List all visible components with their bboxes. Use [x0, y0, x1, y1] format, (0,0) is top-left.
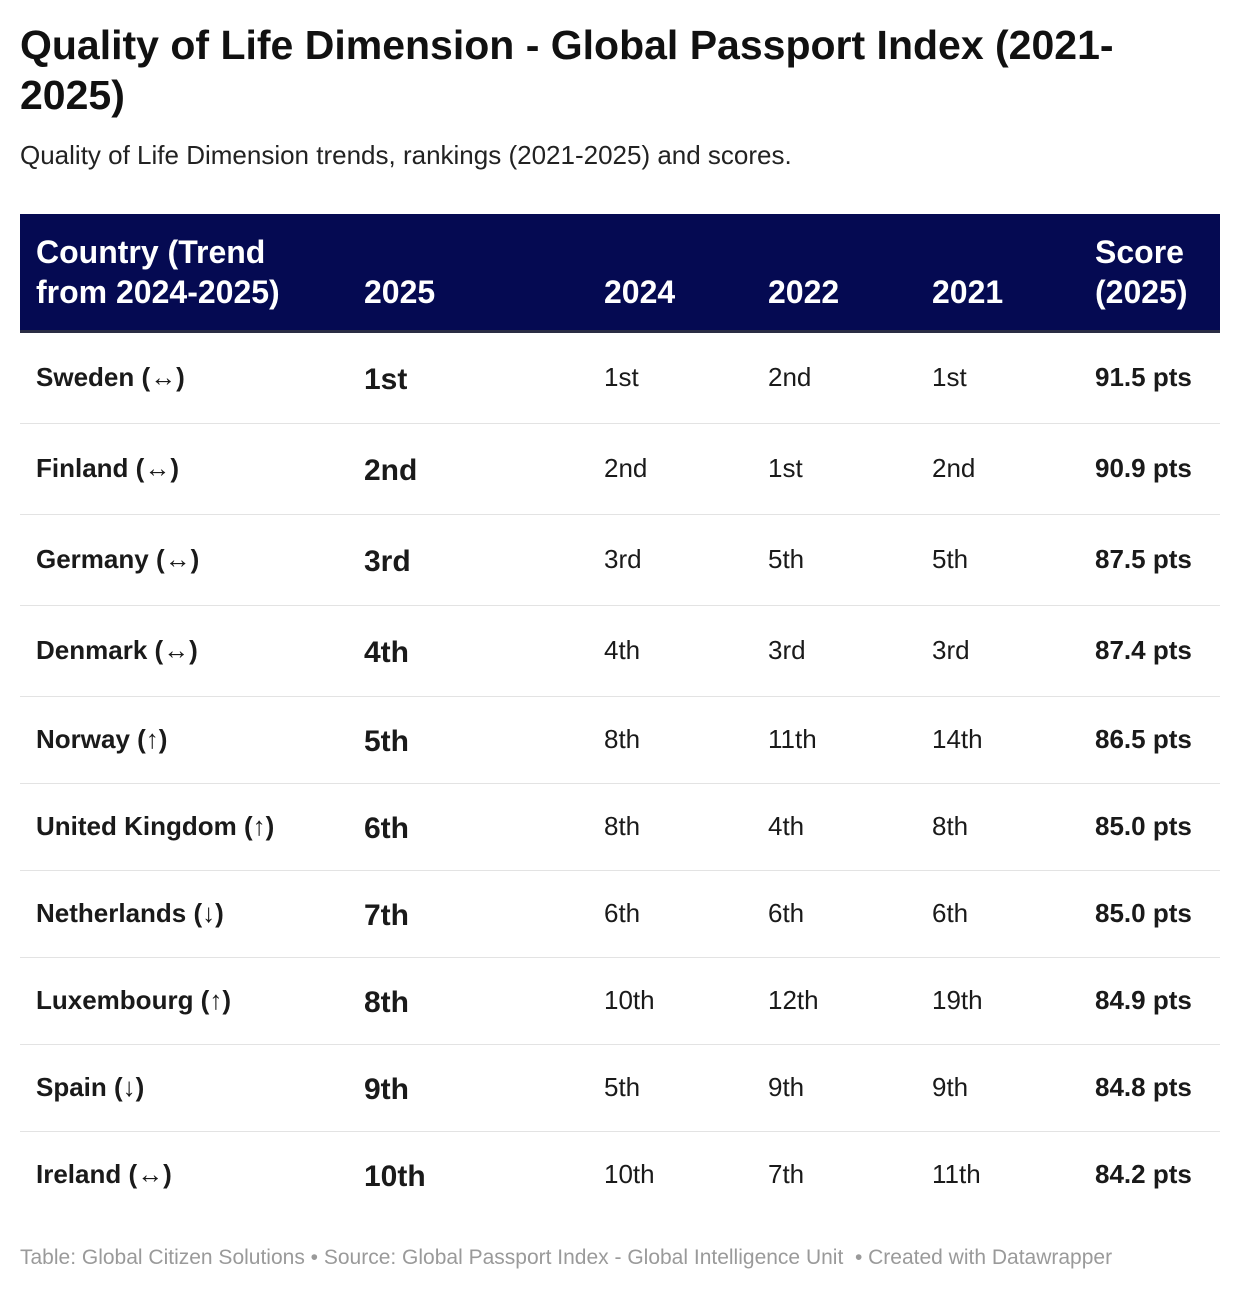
- table-cell: 19th: [916, 957, 1079, 1045]
- table-cell: 87.4 pts: [1079, 605, 1220, 697]
- table-cell: 10th: [604, 1159, 655, 1189]
- table-cell: 84.2 pts: [1095, 1159, 1192, 1189]
- column-header: 2024: [588, 214, 752, 333]
- table-cell: 1st: [348, 331, 588, 424]
- table-cell: Germany (↔): [20, 514, 348, 606]
- table-cell: 90.9 pts: [1079, 423, 1220, 515]
- table-cell: 1st: [588, 331, 752, 424]
- header-row: Country (Trend from 2024-2025) 2025 2024 20…: [20, 214, 1220, 333]
- table-cell: 85.0 pts: [1079, 783, 1220, 871]
- table-cell: 12th: [752, 957, 916, 1045]
- table-cell: Finland (↔): [20, 423, 348, 515]
- table-cell: 9th: [916, 1044, 1079, 1132]
- table-cell: 3rd: [752, 605, 916, 697]
- table-cell: 11th: [932, 1159, 981, 1189]
- table-row: Germany (↔) 3rd 3rd 5th 5th 87.5 pts: [20, 514, 1220, 606]
- table-cell: Luxembourg (↑): [20, 957, 348, 1045]
- table-cell: 7th: [348, 870, 588, 958]
- table-cell: 91.5 pts: [1079, 331, 1220, 424]
- table-cell: 6th: [348, 783, 588, 871]
- table-cell: 8th: [588, 783, 752, 871]
- table-cell: 8th: [588, 696, 752, 784]
- column-header: 2021: [916, 214, 1079, 333]
- table-cell: Ireland (↔): [36, 1159, 172, 1189]
- table-cell: 7th: [768, 1159, 805, 1189]
- table-cell: 3rd: [348, 514, 588, 606]
- table-cell: 2nd: [916, 423, 1079, 515]
- table-row: Sweden (↔) 1st 1st 2nd 1st 91.5 pts: [20, 331, 1220, 424]
- table-row: Luxembourg (↑) 8th 10th 12th 19th 84.9 pts: [20, 957, 1220, 1045]
- table-cell: United Kingdom (↑): [20, 783, 348, 871]
- table-cell: Sweden (↔): [20, 331, 348, 424]
- table-cell: 2nd: [752, 331, 916, 424]
- table-cell: 5th: [588, 1044, 752, 1132]
- table-row: Netherlands (↓) 7th 6th 6th 6th 85.0 pts: [20, 870, 1220, 958]
- table-cell: 6th: [916, 870, 1079, 958]
- table-cell: 10th: [588, 957, 752, 1045]
- table-cell: 86.5 pts: [1079, 696, 1220, 784]
- table-cell: 84.9 pts: [1079, 957, 1220, 1045]
- table-cell: 1st: [752, 423, 916, 515]
- table-row: Denmark (↔) 4th 4th 3rd 3rd 87.4 pts: [20, 605, 1220, 697]
- table-cell: Norway (↑): [20, 696, 348, 784]
- table-cell: 3rd: [916, 605, 1079, 697]
- table-cell: 5th: [348, 696, 588, 784]
- ranking-table: Country (Trend from 2024-2025) 2025 2024 20…: [20, 214, 1220, 1218]
- footer: Table: Global Citizen Solutions • Source…: [20, 1246, 1113, 1269]
- column-header: 2022: [752, 214, 916, 333]
- table-cell: 2nd: [588, 423, 752, 515]
- table-row: United Kingdom (↑) 6th 8th 4th 8th 85.0 pts: [20, 783, 1220, 871]
- table-cell: 4th: [752, 783, 916, 871]
- table-cell: 4th: [588, 605, 752, 697]
- column-header: Country (Trend from 2024-2025): [20, 214, 348, 333]
- table-cell: 5th: [916, 514, 1079, 606]
- table-cell: 87.5 pts: [1079, 514, 1220, 606]
- table-row: Norway (↑) 5th 8th 11th 14th 86.5 pts: [20, 696, 1220, 784]
- table-cell: 9th: [348, 1044, 588, 1132]
- table-cell: 1st: [916, 331, 1079, 424]
- table-cell: 5th: [752, 514, 916, 606]
- table-cell: Netherlands (↓): [20, 870, 348, 958]
- table-cell: 85.0 pts: [1079, 870, 1220, 958]
- table-cell: 6th: [588, 870, 752, 958]
- table-row: Finland (↔) 2nd 2nd 1st 2nd 90.9 pts: [20, 423, 1220, 515]
- table-cell: 4th: [348, 605, 588, 697]
- table-cell: 84.8 pts: [1079, 1044, 1220, 1132]
- title: Quality of Life Dimension - Global Passp…: [20, 22, 1114, 118]
- table-cell: 8th: [348, 957, 588, 1045]
- table-cell: 11th: [752, 696, 916, 784]
- table-cell: 14th: [916, 696, 1079, 784]
- column-header: Score (2025): [1079, 214, 1220, 333]
- table-cell: 2nd: [348, 423, 588, 515]
- table-row: Spain (↓) 9th 5th 9th 9th 84.8 pts: [20, 1044, 1220, 1132]
- table-body: Sweden (↔) 1st 1st 2nd 1st 91.5 pts Finland (↔…: [20, 331, 1220, 1218]
- table-row: Ireland (↔) 10th 10th 7th 11th 84.2 pts: [20, 1131, 1220, 1218]
- table-cell: 9th: [752, 1044, 916, 1132]
- table-cell: 10th: [364, 1159, 426, 1193]
- table-cell: 3rd: [588, 514, 752, 606]
- table-cell: 6th: [752, 870, 916, 958]
- table-cell: 8th: [916, 783, 1079, 871]
- table-cell: Denmark (↔): [20, 605, 348, 697]
- table-cell: Spain (↓): [20, 1044, 348, 1132]
- subtitle: Quality of Life Dimension trends, rankin…: [20, 140, 792, 170]
- column-header: 2025: [348, 214, 588, 333]
